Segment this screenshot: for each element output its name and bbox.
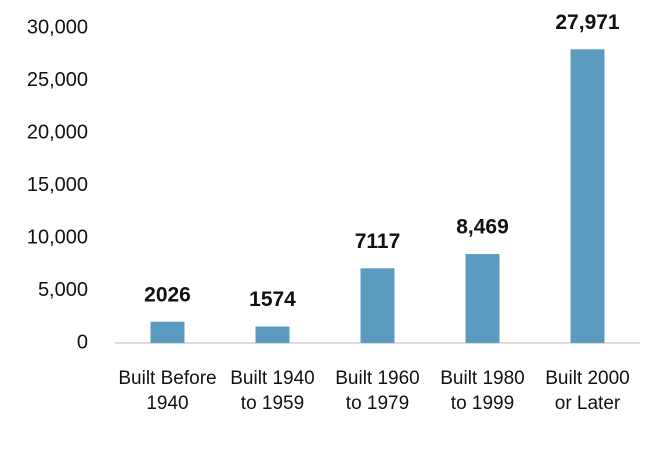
y-tick-label: 20,000 [27, 121, 88, 143]
y-tick-label: 15,000 [27, 174, 88, 196]
x-tick-label: Built 1980 to 1999 [440, 368, 525, 414]
data-label: 8,469 [456, 216, 509, 239]
data-label: 27,971 [555, 11, 620, 34]
y-tick-label: 5,000 [38, 279, 88, 301]
bar [360, 268, 395, 343]
bar [255, 326, 290, 343]
y-tick-label: 25,000 [27, 69, 88, 91]
y-tick-label: 10,000 [27, 226, 88, 248]
data-label: 7117 [355, 230, 401, 253]
data-label: 2026 [144, 283, 191, 306]
y-tick-label: 0 [77, 331, 88, 353]
x-tick-label: Built 1940 to 1959 [230, 368, 315, 414]
data-label: 1574 [249, 288, 296, 311]
x-tick-label: Built 1960 to 1979 [335, 368, 420, 414]
y-tick-label: 30,000 [27, 16, 88, 38]
bar [465, 254, 500, 343]
bar [150, 321, 185, 343]
x-tick-label: Built Before 1940 [118, 368, 217, 414]
bar [570, 49, 605, 343]
x-tick-label: Built 2000 or Later [545, 368, 630, 414]
